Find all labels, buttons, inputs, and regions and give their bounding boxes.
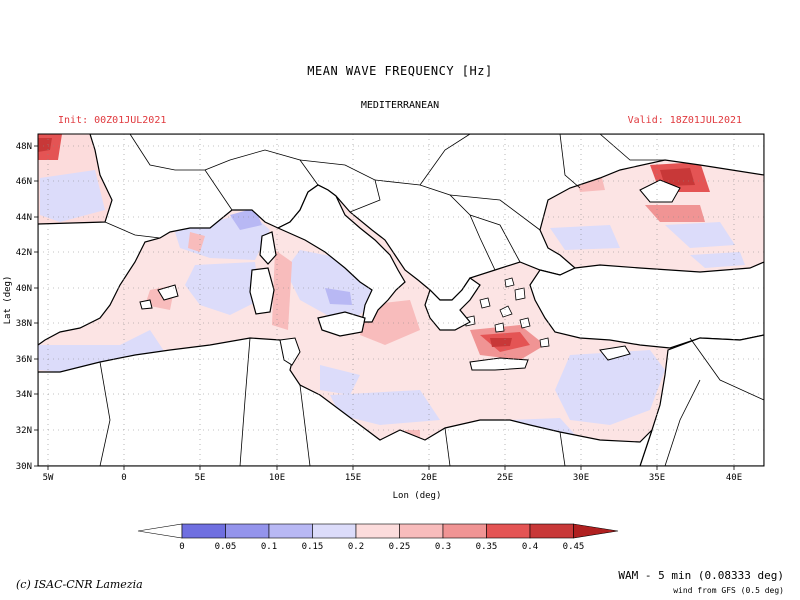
legend-swatch xyxy=(181,523,226,539)
lon-tick-label: 40E xyxy=(726,473,742,483)
color-legend xyxy=(137,523,619,539)
land-corsica xyxy=(259,231,277,265)
land-levant xyxy=(639,334,764,466)
map-frame xyxy=(37,133,765,467)
wind-info: wind from GFS (0.5 deg) xyxy=(673,586,784,595)
legend-label: 0 xyxy=(179,542,184,552)
legend-swatch xyxy=(573,523,619,539)
legend-label: 0.35 xyxy=(476,542,498,552)
valid-time-label: Valid: 18Z01JUL2021 xyxy=(627,115,742,126)
legend-label: 0.15 xyxy=(302,542,324,552)
land-crimea xyxy=(639,179,681,203)
lon-tick-label: 0 xyxy=(121,473,126,483)
land-cyprus xyxy=(599,345,631,361)
legend-swatch xyxy=(268,523,313,539)
map-title: MEAN WAVE FREQUENCY [Hz] xyxy=(307,64,493,78)
x-axis-title: Lon (deg) xyxy=(393,491,442,501)
lat-tick-label: 34N xyxy=(16,390,32,400)
legend-swatch xyxy=(355,523,400,539)
lat-tick-label: 40N xyxy=(16,284,32,294)
lat-tick-label: 42N xyxy=(16,248,32,258)
legend-swatch xyxy=(137,523,183,539)
lat-tick-label: 30N xyxy=(16,462,32,472)
lon-tick-label: 25E xyxy=(497,473,513,483)
legend-swatch xyxy=(399,523,444,539)
land-balearics xyxy=(139,284,179,310)
lat-tick-label: 38N xyxy=(16,319,32,329)
legend-label: 0.3 xyxy=(435,542,451,552)
legend-swatch xyxy=(529,523,574,539)
lat-tick-label: 46N xyxy=(16,177,32,187)
country-borders xyxy=(99,134,764,466)
legend-swatch xyxy=(442,523,487,539)
tick-marks xyxy=(34,145,735,470)
lat-tick-label: 48N xyxy=(16,142,32,152)
legend-swatch xyxy=(225,523,270,539)
y-axis-title: Lat (deg) xyxy=(3,276,13,325)
legend-label: 0.45 xyxy=(563,542,585,552)
land-sardinia xyxy=(249,267,275,315)
lon-tick-label: 5W xyxy=(43,473,54,483)
credit-text: (c) ISAC-CNR Lamezia xyxy=(16,578,143,591)
lat-tick-label: 36N xyxy=(16,355,32,365)
land-greece xyxy=(424,277,481,331)
legend-label: 0.4 xyxy=(522,542,538,552)
lat-tick-label: 44N xyxy=(16,213,32,223)
model-info: WAM - 5 min (0.08333 deg) xyxy=(618,569,784,582)
lon-tick-label: 30E xyxy=(573,473,589,483)
land-north-africa xyxy=(38,337,653,466)
legend-label: 0.25 xyxy=(389,542,411,552)
aegean-islands xyxy=(464,277,550,348)
lon-tick-label: 20E xyxy=(421,473,437,483)
lat-tick-label: 32N xyxy=(16,426,32,436)
lon-tick-label: 5E xyxy=(195,473,206,483)
legend-swatch xyxy=(486,523,531,539)
land-crete xyxy=(469,357,529,371)
legend-label: 0.1 xyxy=(261,542,277,552)
init-time-label: Init: 00Z01JUL2021 xyxy=(58,115,167,126)
lon-tick-label: 10E xyxy=(269,473,285,483)
graticule xyxy=(38,134,764,467)
lon-tick-label: 15E xyxy=(345,473,361,483)
region-label: MEDITERRANEAN xyxy=(360,100,440,111)
legend-label: 0.2 xyxy=(348,542,364,552)
legend-swatch xyxy=(312,523,357,539)
lon-tick-label: 35E xyxy=(649,473,665,483)
legend-label: 0.05 xyxy=(215,542,237,552)
